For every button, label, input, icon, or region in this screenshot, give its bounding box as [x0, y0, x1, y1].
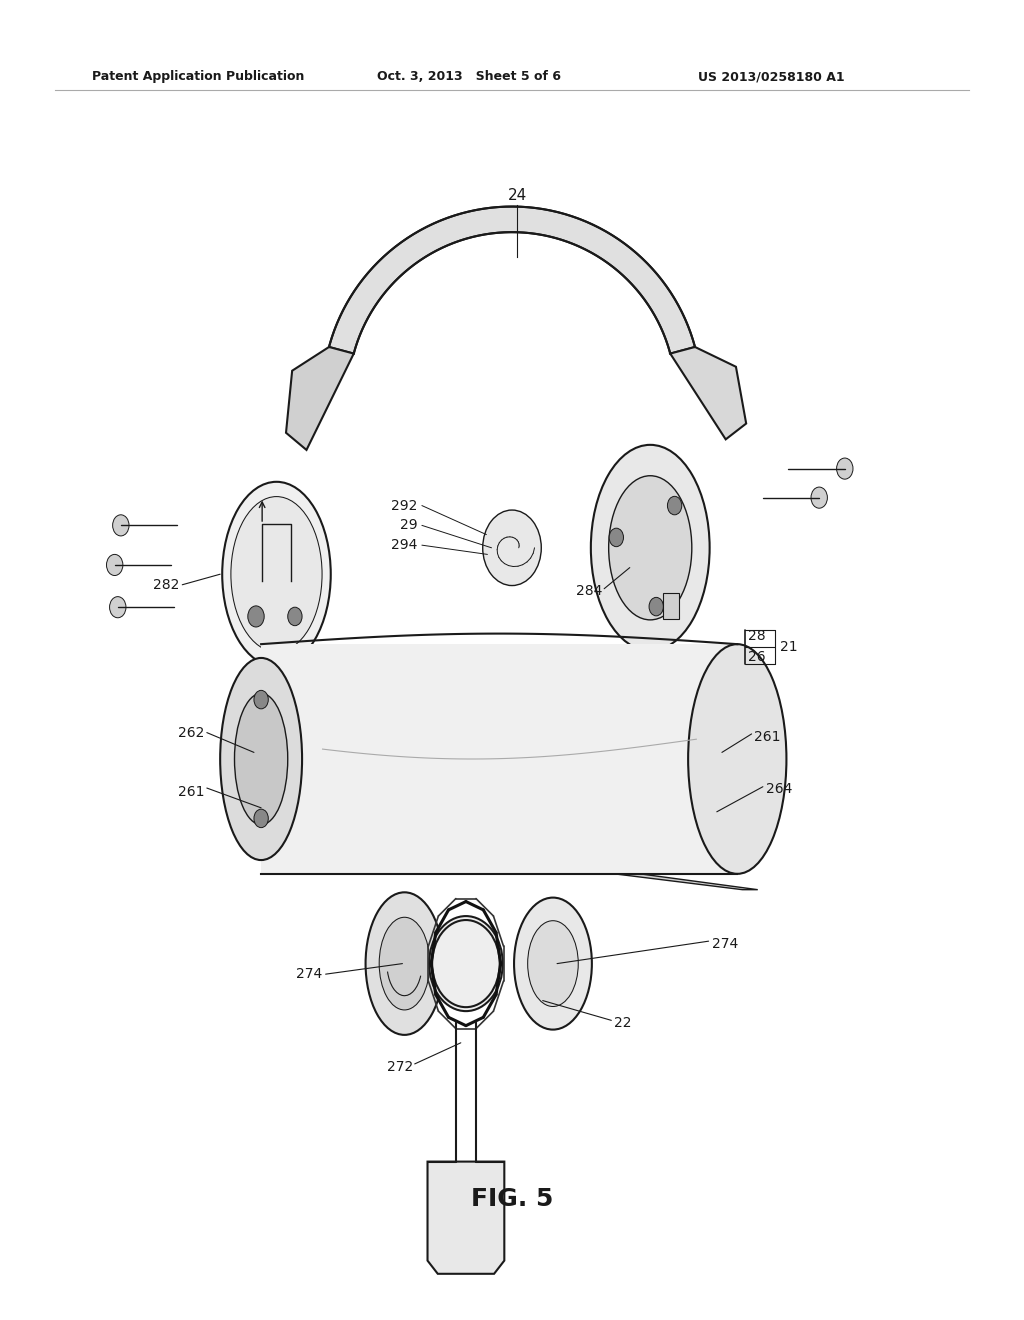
- Polygon shape: [329, 206, 695, 354]
- Circle shape: [110, 597, 126, 618]
- Text: 261: 261: [754, 730, 780, 743]
- Polygon shape: [614, 874, 758, 890]
- Ellipse shape: [527, 921, 579, 1006]
- Ellipse shape: [591, 445, 710, 651]
- Ellipse shape: [234, 693, 288, 825]
- Circle shape: [254, 690, 268, 709]
- Text: 28: 28: [748, 630, 765, 643]
- Text: 24: 24: [508, 187, 526, 203]
- Text: Oct. 3, 2013   Sheet 5 of 6: Oct. 3, 2013 Sheet 5 of 6: [377, 70, 561, 83]
- Circle shape: [113, 515, 129, 536]
- Circle shape: [609, 528, 624, 546]
- Circle shape: [106, 554, 123, 576]
- Circle shape: [668, 496, 682, 515]
- Text: 21: 21: [780, 640, 798, 653]
- Circle shape: [482, 510, 542, 586]
- Circle shape: [432, 920, 500, 1007]
- Text: Patent Application Publication: Patent Application Publication: [92, 70, 304, 83]
- Ellipse shape: [222, 482, 331, 667]
- Text: 274: 274: [296, 968, 323, 981]
- Ellipse shape: [220, 657, 302, 861]
- Circle shape: [429, 916, 503, 1011]
- Text: 294: 294: [391, 539, 418, 552]
- Text: 292: 292: [391, 499, 418, 512]
- Text: 262: 262: [178, 726, 205, 739]
- Text: US 2013/0258180 A1: US 2013/0258180 A1: [698, 70, 845, 83]
- Text: 26: 26: [748, 651, 765, 664]
- Text: 274: 274: [712, 937, 738, 950]
- Circle shape: [254, 809, 268, 828]
- Ellipse shape: [608, 475, 692, 620]
- Ellipse shape: [366, 892, 443, 1035]
- Circle shape: [248, 606, 264, 627]
- Ellipse shape: [230, 496, 323, 652]
- FancyBboxPatch shape: [663, 593, 679, 619]
- Text: 264: 264: [766, 783, 793, 796]
- Polygon shape: [428, 1162, 505, 1274]
- Text: 29: 29: [400, 519, 418, 532]
- Text: FIG. 5: FIG. 5: [471, 1187, 553, 1210]
- Polygon shape: [671, 347, 746, 440]
- Ellipse shape: [514, 898, 592, 1030]
- Text: 22: 22: [614, 1016, 632, 1030]
- Circle shape: [288, 607, 302, 626]
- Text: 284: 284: [575, 585, 602, 598]
- Circle shape: [837, 458, 853, 479]
- Text: 261: 261: [178, 785, 205, 799]
- Circle shape: [649, 598, 664, 616]
- Polygon shape: [261, 644, 737, 874]
- Ellipse shape: [688, 644, 786, 874]
- Ellipse shape: [379, 917, 430, 1010]
- Text: 282: 282: [153, 578, 179, 591]
- Text: 272: 272: [387, 1060, 414, 1073]
- Polygon shape: [286, 347, 353, 450]
- Circle shape: [811, 487, 827, 508]
